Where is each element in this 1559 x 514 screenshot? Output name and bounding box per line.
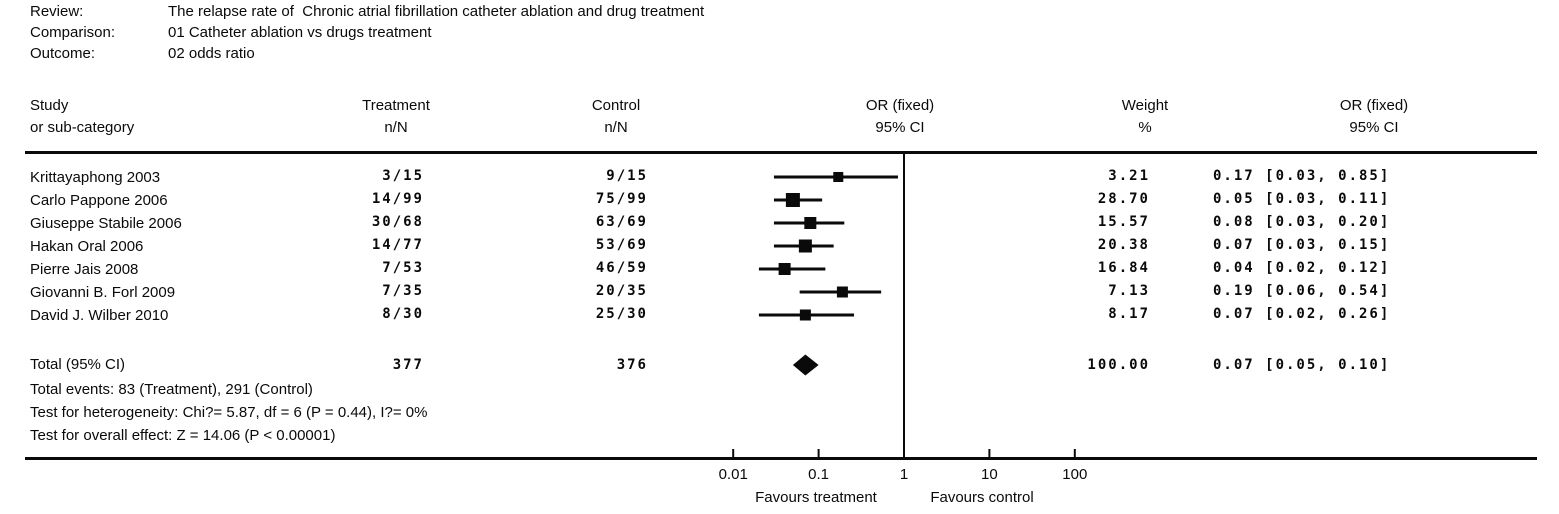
col-control-line1: Control xyxy=(591,97,641,114)
or-ci-value: 0.08 [0.03, 0.20] xyxy=(1213,214,1391,230)
or-square xyxy=(804,217,817,229)
favours-control-label: Favours control xyxy=(930,489,1034,506)
comparison-value: 01 Catheter ablation vs drugs treatment xyxy=(168,24,432,41)
review-label: Review: xyxy=(30,3,84,20)
or-square xyxy=(778,263,791,275)
comparison-label: Comparison: xyxy=(30,24,116,41)
outcome-value: 02 odds ratio xyxy=(168,45,255,62)
study-name: Pierre Jais 2008 xyxy=(30,261,139,278)
weight-value: 16.84 xyxy=(1097,260,1150,276)
axis-tick-label: 10 xyxy=(981,466,998,483)
control-nn: 20/35 xyxy=(595,283,648,299)
study-name: Giovanni B. Forl 2009 xyxy=(30,284,176,301)
col-study-line2: or sub-category xyxy=(30,119,135,136)
col-weight-line2: % xyxy=(1138,119,1152,136)
or-ci-value: 0.04 [0.02, 0.12] xyxy=(1213,260,1391,276)
axis-tick-label: 0.01 xyxy=(718,466,748,483)
col-control-line2: n/N xyxy=(604,119,628,136)
weight-value: 20.38 xyxy=(1097,237,1150,253)
treatment-nn: 14/99 xyxy=(371,191,424,207)
col-or-text-line2: 95% CI xyxy=(1349,119,1399,136)
weight-value: 8.17 xyxy=(1108,306,1150,322)
weight-value: 28.70 xyxy=(1097,191,1150,207)
favours-treatment-label: Favours treatment xyxy=(755,489,877,506)
control-nn: 53/69 xyxy=(595,237,648,253)
or-ci-value: 0.17 [0.03, 0.85] xyxy=(1213,168,1391,184)
or-square xyxy=(798,239,812,253)
axis-tick-label: 1 xyxy=(899,466,909,483)
col-or-plot-line2: 95% CI xyxy=(875,119,925,136)
total-weight: 100.00 xyxy=(1087,357,1150,373)
or-ci-value: 0.07 [0.02, 0.26] xyxy=(1213,306,1391,322)
weight-value: 3.21 xyxy=(1108,168,1150,184)
weight-value: 15.57 xyxy=(1097,214,1150,230)
footnote-line: Test for heterogeneity: Chi?= 5.87, df =… xyxy=(30,404,428,421)
footnote-line: Total events: 83 (Treatment), 291 (Contr… xyxy=(30,381,313,398)
total-or-ci: 0.07 [0.05, 0.10] xyxy=(1213,357,1391,373)
weight-value: 7.13 xyxy=(1108,283,1150,299)
total-treatment-n: 377 xyxy=(392,357,424,373)
control-nn: 25/30 xyxy=(595,306,648,322)
study-name: Hakan Oral 2006 xyxy=(30,238,144,255)
axis-tick-label: 0.1 xyxy=(808,466,830,483)
treatment-nn: 30/68 xyxy=(371,214,424,230)
col-treatment-line1: Treatment xyxy=(362,97,430,114)
or-square xyxy=(833,172,844,182)
or-square xyxy=(799,309,811,321)
or-ci-value: 0.07 [0.03, 0.15] xyxy=(1213,237,1391,253)
col-weight-line1: Weight xyxy=(1121,97,1169,114)
or-ci-value: 0.05 [0.03, 0.11] xyxy=(1213,191,1391,207)
study-name: Giuseppe Stabile 2006 xyxy=(30,215,182,232)
study-name: David J. Wilber 2010 xyxy=(30,307,169,324)
control-nn: 9/15 xyxy=(606,168,648,184)
header-rule xyxy=(25,151,1537,154)
study-name: Carlo Pappone 2006 xyxy=(30,192,168,209)
treatment-nn: 14/77 xyxy=(371,237,424,253)
control-nn: 46/59 xyxy=(595,260,648,276)
or-square xyxy=(785,193,800,207)
col-study-line1: Study xyxy=(30,97,69,114)
summary-diamond xyxy=(792,354,819,376)
col-or-plot-line1: OR (fixed) xyxy=(865,97,935,114)
or-ci-value: 0.19 [0.06, 0.54] xyxy=(1213,283,1391,299)
total-label: Total (95% CI) xyxy=(30,356,126,373)
control-nn: 63/69 xyxy=(595,214,648,230)
axis-rule xyxy=(25,457,1537,460)
study-name: Krittayaphong 2003 xyxy=(30,169,161,186)
total-control-n: 376 xyxy=(616,357,648,373)
outcome-label: Outcome: xyxy=(30,45,96,62)
axis-tick-label: 100 xyxy=(1062,466,1088,483)
col-or-text-line1: OR (fixed) xyxy=(1339,97,1409,114)
treatment-nn: 7/53 xyxy=(382,260,424,276)
control-nn: 75/99 xyxy=(595,191,648,207)
treatment-nn: 3/15 xyxy=(382,168,424,184)
treatment-nn: 8/30 xyxy=(382,306,424,322)
col-treatment-line2: n/N xyxy=(384,119,408,136)
or-square xyxy=(836,286,848,298)
footnote-line: Test for overall effect: Z = 14.06 (P < … xyxy=(30,427,336,444)
treatment-nn: 7/35 xyxy=(382,283,424,299)
review-value: The relapse rate of Chronic atrial fibri… xyxy=(168,3,705,20)
